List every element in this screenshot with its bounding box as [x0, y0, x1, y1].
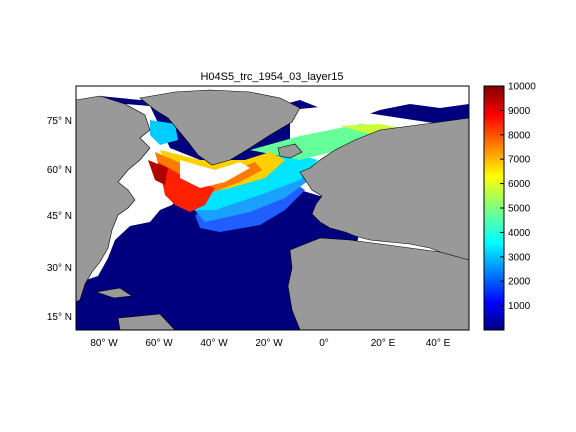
- colorbar-tick-label: 6000: [508, 179, 531, 190]
- lon-label-20w: 20° W: [255, 338, 283, 349]
- lat-label-75n: 75° N: [47, 116, 72, 127]
- colorbar-tick-label: 8000: [508, 130, 531, 141]
- colorbar-tick-label: 5000: [508, 204, 531, 215]
- iceland: [277, 143, 303, 159]
- lon-label-20e: 20° E: [371, 338, 396, 349]
- colorbar-tick-label: 3000: [508, 252, 531, 263]
- latitude-labels: 75° N 60° N 45° N 30° N 15° N: [47, 116, 72, 323]
- africa: [287, 237, 469, 330]
- colorbar-tick-label: 9000: [508, 106, 531, 117]
- colorbar-tick-label: 2000: [508, 277, 531, 288]
- north-america: [76, 95, 151, 303]
- lon-label-40w: 40° W: [200, 338, 228, 349]
- lat-label-30n: 30° N: [47, 263, 72, 274]
- lon-label-80w: 80° W: [90, 338, 118, 349]
- europe: [299, 117, 469, 261]
- lat-label-60n: 60° N: [47, 165, 72, 176]
- map-panel: [76, 86, 469, 330]
- greenland: [139, 89, 301, 166]
- lon-label-0: 0°: [319, 338, 329, 349]
- lat-label-45n: 45° N: [47, 211, 72, 222]
- colorbar-ticks: 1000 2000 3000 4000 5000 6000 7000 8000 9000 1000…: [500, 82, 536, 312]
- colorbar-tick-label: 4000: [508, 228, 531, 239]
- land-masses: [76, 89, 469, 330]
- lat-label-15n: 15° N: [47, 312, 72, 323]
- colorbar: 1000 2000 3000 4000 5000 6000 7000 8000 9000 1000…: [483, 82, 536, 331]
- map-title: H04S5_trc_1954_03_layer15: [200, 71, 343, 83]
- cuba: [95, 287, 133, 299]
- colorbar-tick-label: 7000: [508, 155, 531, 166]
- south-america-tip: [117, 313, 176, 330]
- map-frame: [75, 85, 470, 331]
- lon-label-40e: 40° E: [426, 338, 451, 349]
- colorbar-tick-label: 10000: [508, 82, 536, 93]
- longitude-labels: 80° W 60° W 40° W 20° W 0° 20° E 40° E: [90, 338, 450, 349]
- colorbar-tick-label: 1000: [508, 301, 531, 312]
- lon-label-60w: 60° W: [145, 338, 173, 349]
